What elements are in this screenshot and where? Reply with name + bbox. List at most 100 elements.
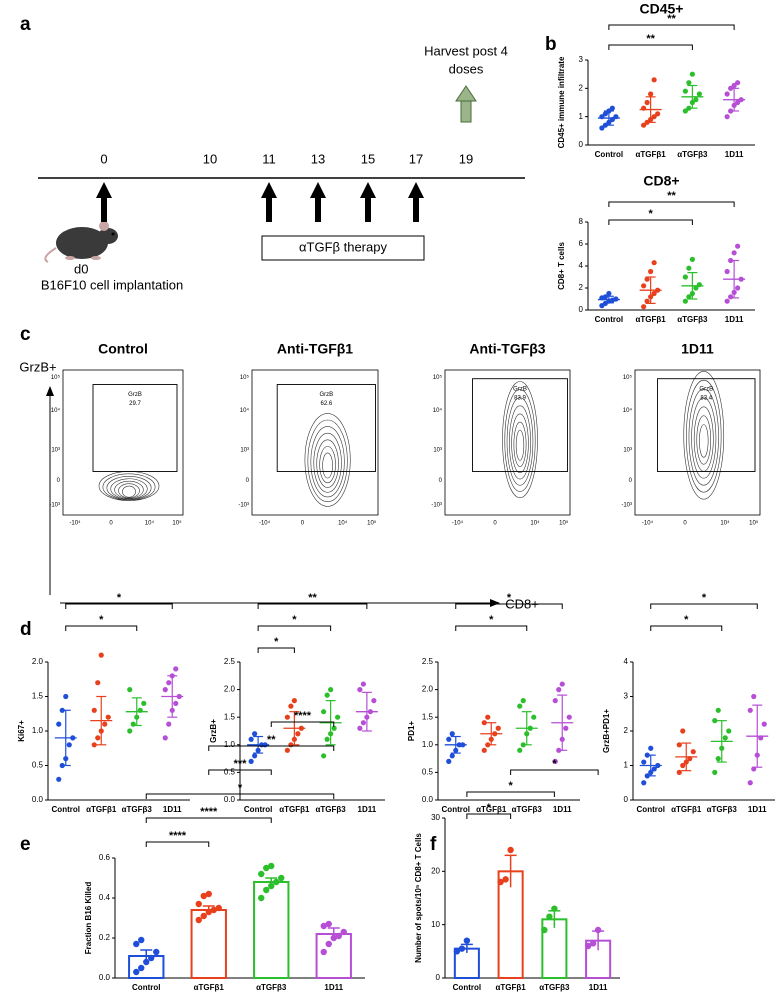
flow-x-tick: 0 <box>109 521 113 527</box>
x-tick-label: αTGFβ1 <box>476 805 507 814</box>
data-point <box>556 687 562 693</box>
data-point <box>330 934 337 942</box>
x-tick-label: 1D11 <box>748 805 767 814</box>
contour <box>319 446 336 484</box>
data-point <box>98 652 104 658</box>
data-point <box>463 937 471 944</box>
gate-name: GrzB <box>128 392 142 398</box>
arrow-head <box>490 599 500 607</box>
panel-label: a <box>20 14 31 35</box>
contour <box>691 397 717 479</box>
data-point <box>205 890 212 898</box>
data-point <box>686 265 692 271</box>
data-point <box>584 942 592 950</box>
y-tick-label: 8 <box>579 217 584 226</box>
data-point <box>696 282 702 288</box>
x-tick-label: αTGFβ1 <box>636 315 667 324</box>
data-point <box>127 687 133 693</box>
y-axis-label: GrzB+PD1+ <box>602 709 611 753</box>
mouse-icon <box>44 221 118 263</box>
data-point <box>712 769 718 776</box>
gate <box>657 378 756 472</box>
y-tick-label: 0.5 <box>422 768 434 777</box>
y-tick-label: 0 <box>624 795 629 804</box>
data-point <box>689 256 695 262</box>
dose-arrow-head <box>408 182 424 198</box>
data-point <box>735 243 741 249</box>
y-tick-label: 3 <box>624 692 629 701</box>
gate <box>92 384 178 472</box>
y-axis-label: Number of spots/10⁵ CD8+ T Cells <box>414 833 423 963</box>
gate <box>472 378 568 472</box>
flow-x-tick: 10⁴ <box>338 520 348 527</box>
contour <box>307 419 348 502</box>
y-axis-label: CD45+ immune infiltrate <box>557 56 566 148</box>
y-tick-label: 0.0 <box>99 973 111 982</box>
data-point <box>747 780 753 786</box>
data-point <box>105 714 111 720</box>
data-point <box>200 912 207 920</box>
contour <box>509 405 531 480</box>
y-tick-label: 6 <box>579 239 584 248</box>
data-point <box>728 294 734 300</box>
flow-y-tick: -10³ <box>621 502 632 508</box>
data-point <box>288 703 294 709</box>
data-point <box>747 707 753 713</box>
data-point <box>651 766 657 772</box>
flow-y-tick: 10³ <box>433 447 442 453</box>
significance-label: **** <box>169 830 187 842</box>
data-point <box>205 908 212 916</box>
data-point <box>458 945 466 952</box>
data-point <box>641 122 647 128</box>
data-point <box>735 80 741 86</box>
flow-title: Anti-TGFβ1 <box>277 341 353 357</box>
data-point <box>143 958 150 966</box>
data-point <box>273 878 280 886</box>
data-point <box>340 928 347 936</box>
data-point <box>325 920 332 928</box>
data-point <box>258 870 265 878</box>
data-point <box>641 304 647 310</box>
data-point <box>56 721 62 727</box>
data-point <box>371 698 377 704</box>
data-point <box>248 758 254 764</box>
flow-x-tick: 0 <box>493 521 497 527</box>
data-point <box>724 114 730 120</box>
data-point <box>655 111 661 117</box>
y-tick-label: 0.0 <box>32 795 44 804</box>
flow-x-tick: 10⁴ <box>530 520 540 527</box>
flow-y-tick: 10⁵ <box>623 374 633 381</box>
data-point <box>148 954 155 962</box>
flow-y-tick: -10³ <box>431 502 442 508</box>
y-tick-label: 0.4 <box>99 893 111 902</box>
y-tick-label: 0 <box>579 305 584 314</box>
start-label: d0 <box>74 261 88 276</box>
data-point <box>284 714 290 720</box>
y-tick-label: 10 <box>431 920 440 929</box>
flow-y-tick: 10⁴ <box>240 407 250 414</box>
data-point <box>682 274 688 280</box>
data-point <box>644 298 650 304</box>
y-tick-label: 1.5 <box>32 692 44 701</box>
flow-frame <box>62 369 184 516</box>
y-tick-label: 2.0 <box>422 685 434 694</box>
data-point <box>651 260 657 266</box>
significance-bracket <box>208 769 272 775</box>
gate-value: 29.7 <box>129 401 141 407</box>
x-tick-label: αTGFβ3 <box>122 805 153 814</box>
contour <box>106 476 152 500</box>
x-tick-label: αTGFβ3 <box>677 150 708 159</box>
data-point <box>153 948 160 956</box>
data-point <box>648 91 654 97</box>
contour <box>686 379 722 493</box>
x-tick-label: 1D11 <box>725 315 744 324</box>
flow-title: 1D11 <box>681 341 714 357</box>
y-axis-label: Fraction B16 Killed <box>84 882 93 955</box>
data-point <box>546 913 553 920</box>
data-point <box>268 862 275 870</box>
data-point <box>606 290 612 297</box>
significance-label: **** <box>200 806 218 818</box>
x-tick-label: 1D11 <box>553 805 572 814</box>
data-point <box>449 731 455 737</box>
flow-x-tick: -10⁴ <box>69 520 81 527</box>
